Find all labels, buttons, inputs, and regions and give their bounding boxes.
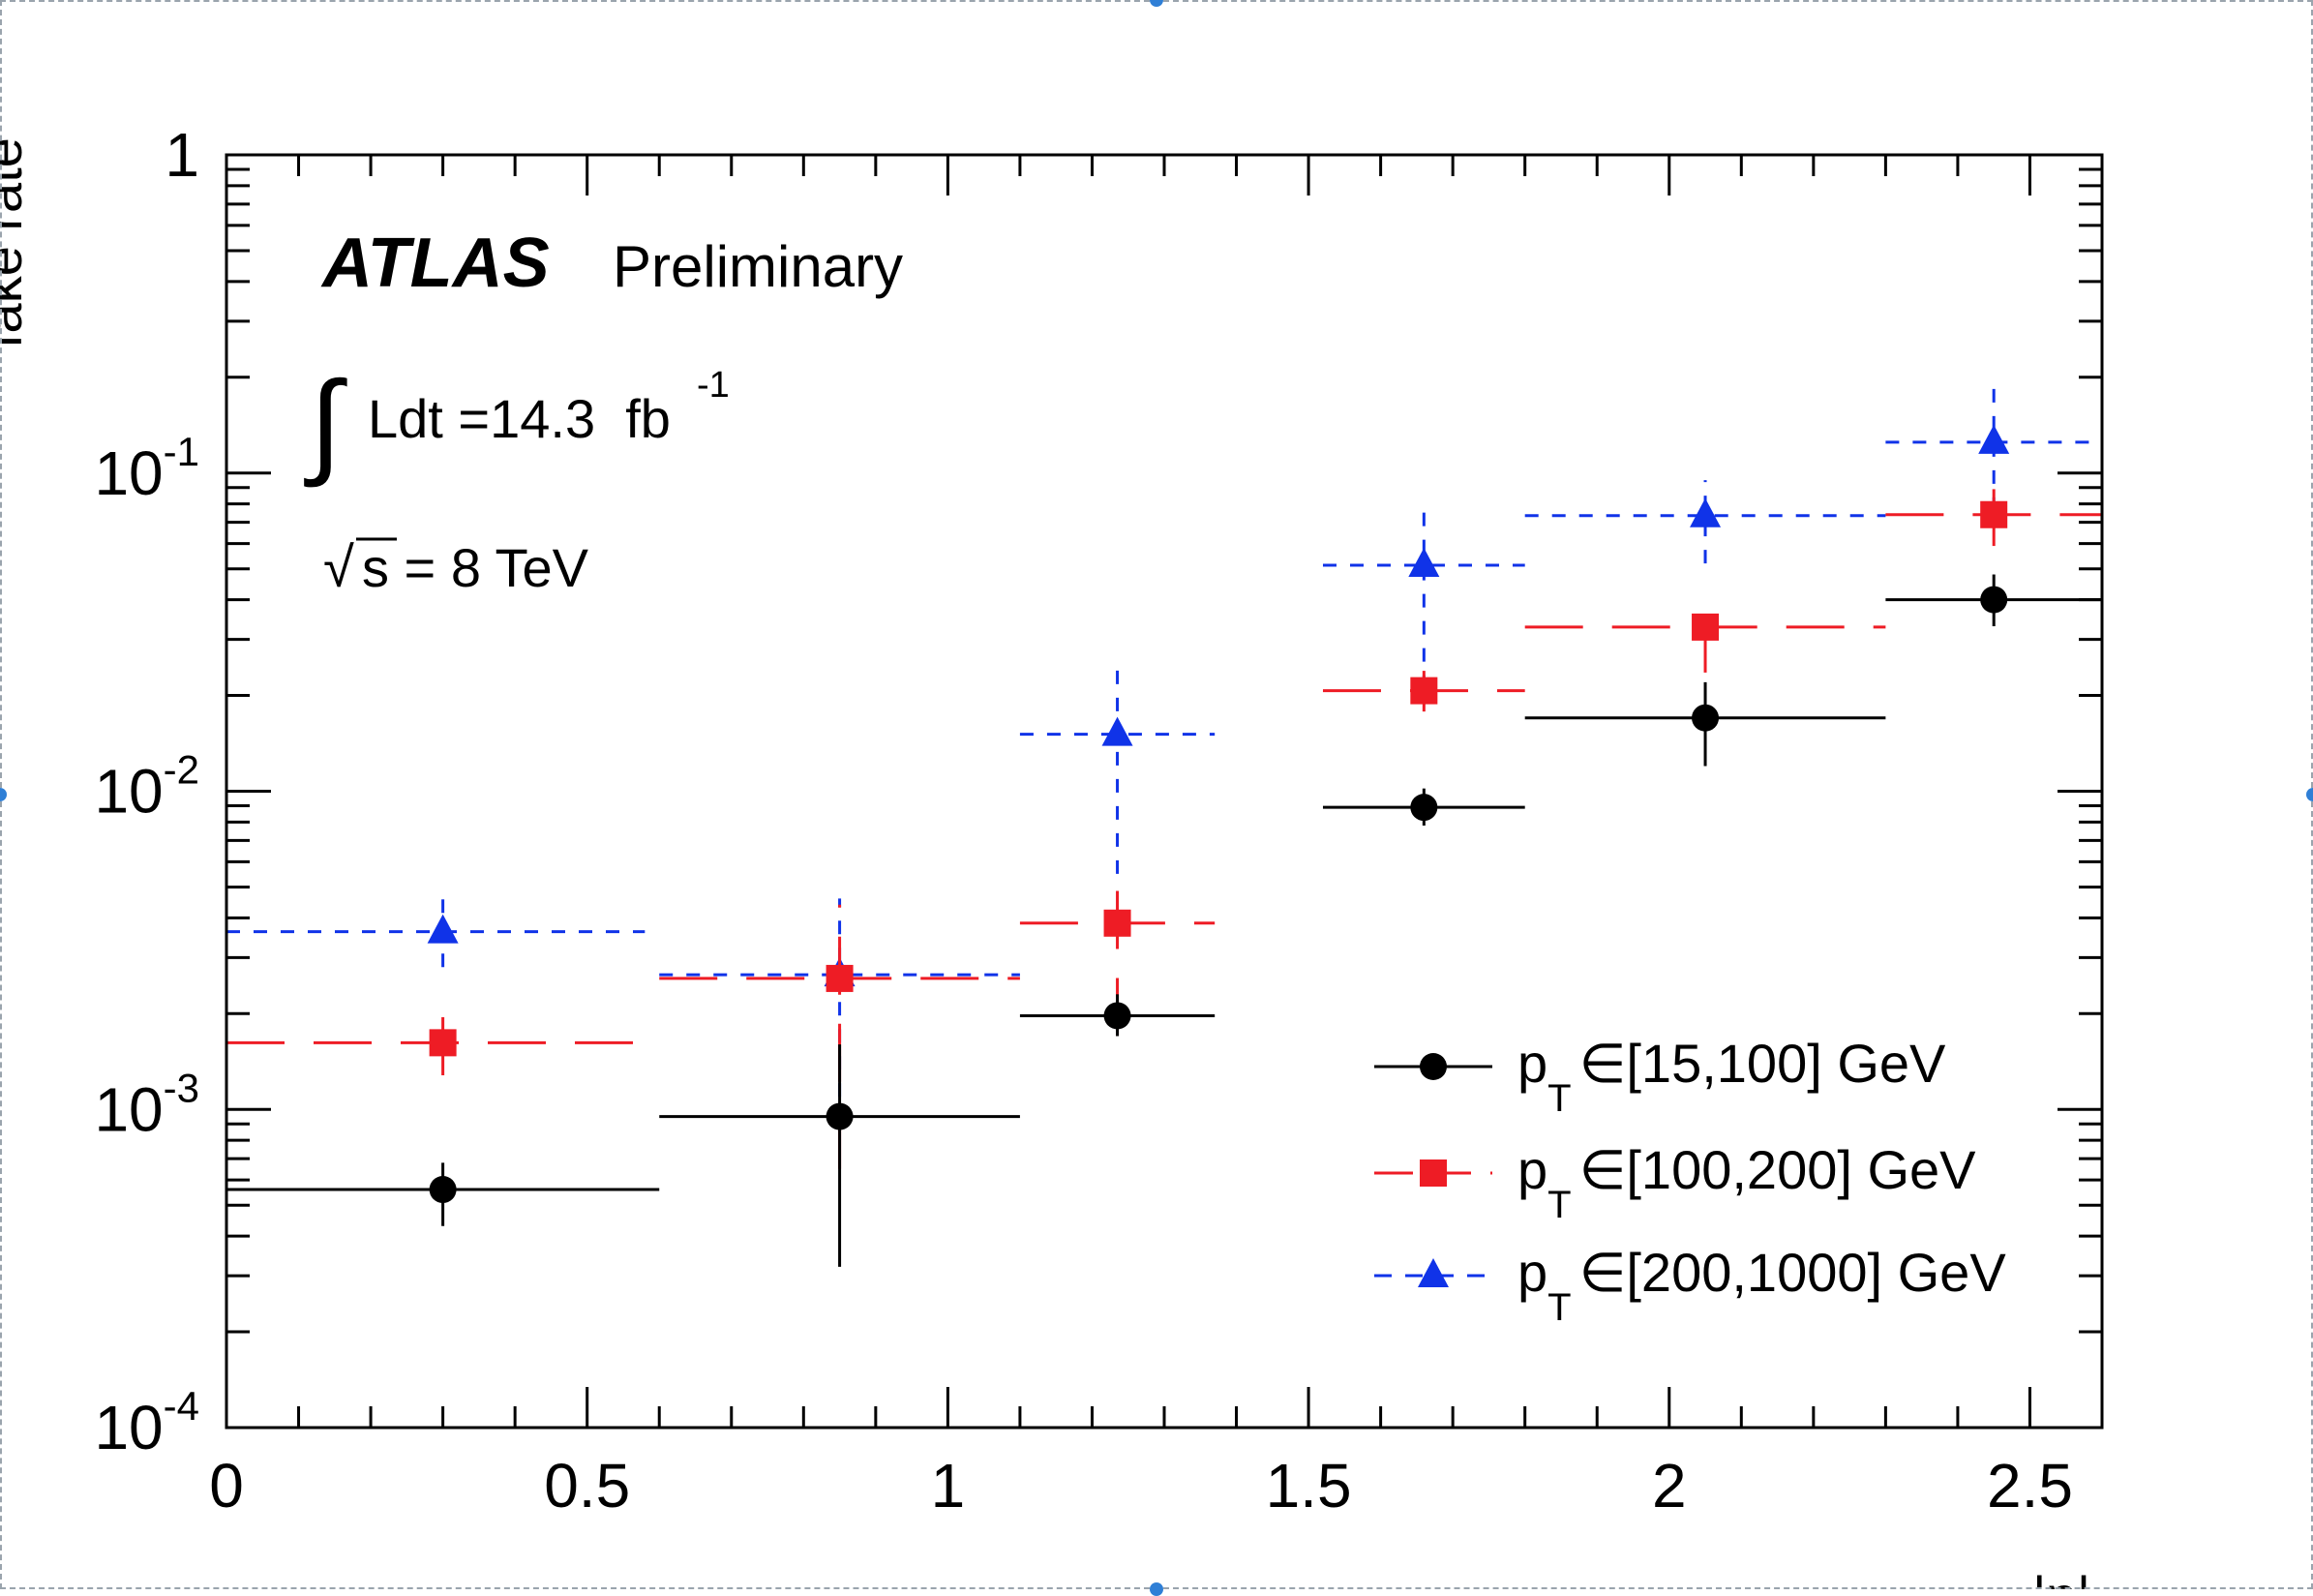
data-point xyxy=(826,1102,854,1130)
legend-label: pT∈[200,1000] GeV xyxy=(1517,1242,2006,1329)
data-point xyxy=(1103,1002,1131,1030)
series-1 xyxy=(226,574,2102,1267)
resize-handle-right[interactable] xyxy=(2306,788,2313,801)
y-tick-label: 10-4 xyxy=(94,1383,199,1462)
legend-marker xyxy=(1418,1258,1449,1287)
data-point xyxy=(1101,716,1133,746)
plot-frame xyxy=(225,153,2104,1430)
data-point xyxy=(1410,794,1438,822)
atlas-label: ATLAS xyxy=(320,225,550,302)
legend-label: pT∈[100,200] GeV xyxy=(1517,1139,1976,1226)
data-point xyxy=(1692,613,1720,641)
data-point xyxy=(826,964,854,992)
legend: pT∈[15,100] GeV pT∈[100,200] GeV pT∈[200,1… xyxy=(1374,1033,2006,1329)
legend-marker xyxy=(1420,1159,1447,1187)
y-tick-label: 10-2 xyxy=(94,747,199,827)
luminosity-label: Ldt =14.3 fb xyxy=(368,388,671,449)
data-point xyxy=(1408,548,1440,578)
data-point xyxy=(1978,424,2010,454)
y-axis-title-fragment: fake rate xyxy=(0,137,33,348)
x-tick-label: 0.5 xyxy=(544,1451,630,1521)
data-point xyxy=(1692,704,1720,732)
y-tick-label: 10-1 xyxy=(94,429,199,508)
luminosity-exponent: -1 xyxy=(697,365,730,406)
resize-handle-left[interactable] xyxy=(0,788,7,801)
data-point xyxy=(1103,909,1131,937)
x-tick-label: 1 xyxy=(931,1451,966,1521)
legend-marker xyxy=(1420,1053,1447,1080)
annotation-block: ATLAS Preliminary ∫ Ldt =14.3 fb -1 √ s … xyxy=(304,225,903,599)
data-series xyxy=(226,380,2102,1267)
x-tick-label: 2 xyxy=(1652,1451,1687,1521)
data-point xyxy=(429,1176,457,1204)
data-point xyxy=(1980,500,2008,528)
data-point xyxy=(427,914,459,944)
series-2 xyxy=(226,489,2102,1169)
resize-handle-top[interactable] xyxy=(1150,0,1163,7)
data-point xyxy=(429,1029,457,1057)
data-point xyxy=(1410,677,1438,705)
y-tick-label: 1 xyxy=(165,120,199,190)
x-tick-label: 0 xyxy=(209,1451,244,1521)
axis-labels: 0 0.5 1 1.5 2 2.5 1 10-1 10-2 10-3 10-4 xyxy=(94,120,2072,1521)
legend-label: pT∈[15,100] GeV xyxy=(1517,1033,1946,1120)
energy-label: s = 8 TeV xyxy=(362,537,589,598)
x-tick-label: 1.5 xyxy=(1266,1451,1352,1521)
axis-ticks xyxy=(225,153,2104,1430)
x-tick-label: 2.5 xyxy=(1987,1451,2073,1521)
resize-handle-bottom[interactable] xyxy=(1150,1582,1163,1596)
y-tick-label: 10-3 xyxy=(94,1065,199,1144)
data-point xyxy=(1690,497,1722,527)
integral-sign: ∫ xyxy=(304,358,347,488)
preliminary-label: Preliminary xyxy=(613,234,903,299)
sqrt-sign: √ xyxy=(323,536,354,599)
data-point xyxy=(1980,586,2008,614)
